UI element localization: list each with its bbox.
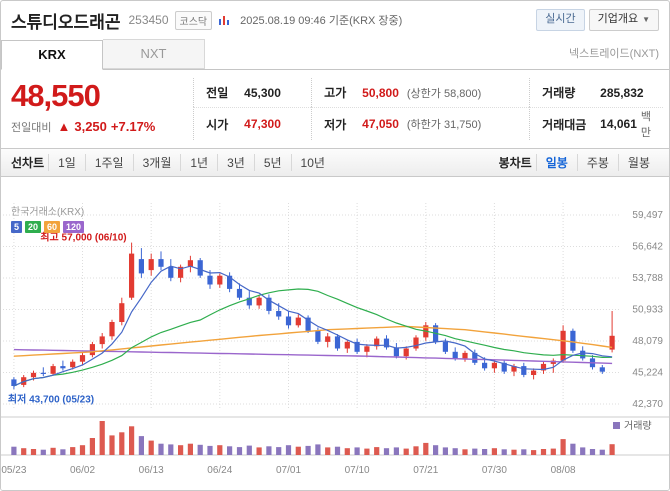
tab-nxt[interactable]: NXT [103,39,205,69]
price-change-row: 전일대비 ▲ 3,250 +7.17% [11,119,193,135]
volume-cell: 거래량 285,832 [529,78,663,107]
current-price-block: 48,550 전일대비 ▲ 3,250 +7.17% [11,78,193,140]
period-10y[interactable]: 10년 [290,154,334,171]
annotations: 최고 57,000 (06/10) 최저 43,700 (05/23) [8,231,127,406]
svg-text:07/21: 07/21 [413,465,438,476]
svg-text:06/24: 06/24 [207,465,232,476]
axis-labels: 59,497 56,642 53,788 50,933 48,079 45,224 42,3… [1,210,663,476]
volume-label: 거래량 [542,86,576,100]
price-chart-canvas[interactable]: 59,497 56,642 53,788 50,933 48,079 45,224 42,3… [1,177,669,490]
line-chart-group-label: 선차트 [11,156,45,170]
chart-grid [1,203,669,456]
moving-averages [13,265,613,387]
svg-text:06/13: 06/13 [139,465,164,476]
candlesticks [11,242,615,390]
change-percent: +7.17% [110,119,156,134]
caret-down-icon: ▼ [642,15,650,25]
svg-text:07/10: 07/10 [345,465,370,476]
candle-chart-group-label: 봉차트 [498,156,532,170]
lower-limit: (하한가 31,750) [406,119,482,131]
svg-text:53,788: 53,788 [632,273,663,284]
period-3y[interactable]: 3년 [217,154,254,171]
low-label: 저가 [324,117,347,132]
current-price: 48,550 [11,78,101,113]
period-1d[interactable]: 1일 [48,154,85,171]
tab-krx[interactable]: KRX [1,40,103,70]
period-5y[interactable]: 5년 [253,154,291,171]
company-overview-button[interactable]: 기업개요 ▼ [588,9,659,31]
amount-cell: 거래대금 14,061 백만 [529,107,663,140]
svg-text:05/23: 05/23 [1,465,26,476]
change-label: 전일대비 [11,122,52,134]
ma20-chip: 20 [25,221,42,233]
stock-code: 253450 [128,13,169,27]
amount-value: 14,061 [600,117,637,131]
amount-label: 거래대금 [542,117,587,132]
svg-text:06/02: 06/02 [70,465,95,476]
price-summary: 전일 45,300 고가 50,800 (상한가 58,800) 거래량 285… [193,78,663,140]
mode-monthly[interactable]: 월봉 [617,154,659,171]
svg-text:거래량: 거래량 [624,420,652,432]
svg-text:48,079: 48,079 [632,336,663,347]
amount-unit: 백만 [640,111,651,139]
svg-text:59,497: 59,497 [632,210,663,221]
chart-toolbar: 선차트 1일 1주일 3개월 1년 3년 5년 10년 봉차트 일봉 주봉 월봉 [1,148,669,177]
price-panel: 48,550 전일대비 ▲ 3,250 +7.17% 전일 45,300 고가 … [1,70,669,148]
mini-chart-icon [218,14,230,26]
svg-text:최고 57,000 (06/10): 최고 57,000 (06/10) [40,231,126,244]
high-value: 50,800 [362,85,399,100]
chart-legend: 한국거래소(KRX) 5 20 60 120 [11,203,84,233]
volume-bars [11,421,615,455]
prev-close-cell: 전일 45,300 [193,78,311,107]
svg-text:45,224: 45,224 [632,368,663,379]
market-badge: 코스닥 [174,10,213,30]
ma60-chip: 60 [44,221,61,233]
open-value: 47,300 [244,117,281,131]
high-cell: 고가 50,800 (상한가 58,800) [311,78,529,107]
chart-area: 59,497 56,642 53,788 50,933 48,079 45,224 42,3… [1,177,669,490]
prev-close-value: 45,300 [244,85,281,100]
ma5-chip: 5 [11,221,23,233]
upper-limit: (상한가 58,800) [406,87,482,100]
realtime-button[interactable]: 실시간 [536,9,585,31]
change-value: 3,250 [74,119,107,134]
candle-mode-group: 봉차트 일봉 주봉 월봉 [499,154,659,171]
svg-text:56,642: 56,642 [632,242,663,253]
period-3m[interactable]: 3개월 [132,154,181,171]
period-1w[interactable]: 1주일 [84,154,133,171]
svg-text:50,933: 50,933 [632,305,663,316]
volume-pane-legend: 거래량 [613,420,652,432]
svg-text:42,370: 42,370 [632,399,663,410]
volume-value: 285,832 [600,85,644,100]
market-tabbar: KRX NXT 넥스트레이드(NXT) [1,39,669,70]
nxt-caption: 넥스트레이드(NXT) [568,48,659,60]
svg-text:08/08: 08/08 [551,465,576,476]
ma-legend: 5 20 60 120 [11,221,85,233]
svg-text:최저 43,700 (05/23): 최저 43,700 (05/23) [8,392,94,405]
high-label: 고가 [324,86,347,100]
header: 스튜디오드래곤 253450 코스닥 2025.08.19 09:46 기준(K… [1,1,669,39]
ma120-chip: 120 [63,221,85,233]
mode-weekly[interactable]: 주봉 [576,154,618,171]
exchange-label: 한국거래소(KRX) [11,207,85,218]
open-label: 시가 [206,117,229,132]
company-overview-label: 기업개요 [597,13,639,26]
mode-daily[interactable]: 일봉 [535,154,577,171]
open-cell: 시가 47,300 [193,107,312,140]
header-actions: 실시간 기업개요 ▼ [536,9,659,31]
low-value: 47,050 [362,117,399,131]
svg-text:07/01: 07/01 [276,465,301,476]
prev-close-label: 전일 [206,86,229,100]
low-cell: 저가 47,050 (하한가 31,750) [311,107,530,140]
svg-text:07/30: 07/30 [482,465,507,476]
period-1y[interactable]: 1년 [180,154,217,171]
stock-title: 스튜디오드래곤 [11,12,121,32]
quote-datetime: 2025.08.19 09:46 기준(KRX 장중) [240,15,403,27]
up-arrow-icon: ▲ [57,119,71,134]
